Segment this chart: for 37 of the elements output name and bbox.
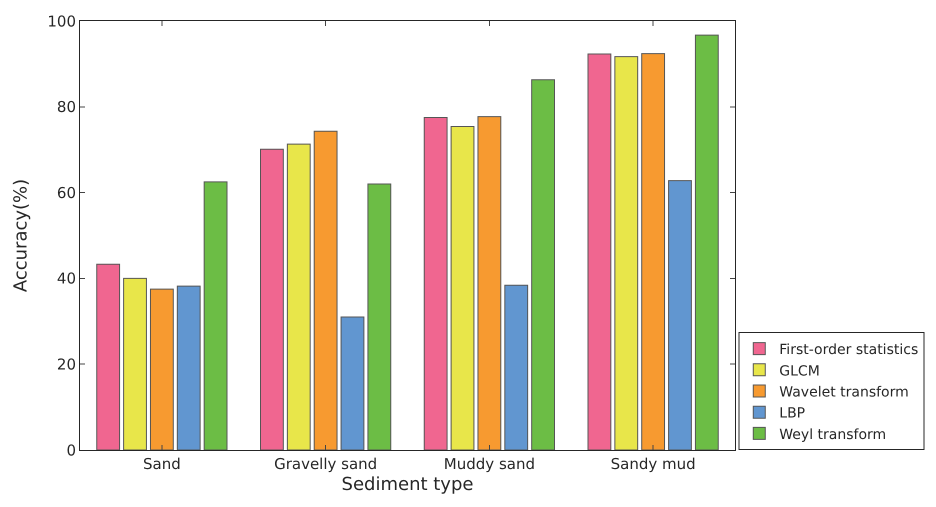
- bar: [694, 34, 719, 450]
- bar: [340, 316, 364, 450]
- bar: [204, 181, 228, 450]
- bar: [450, 126, 474, 450]
- bar: [641, 53, 666, 450]
- y-tick-label: 100: [47, 12, 76, 30]
- legend-label: First-order statistics: [779, 342, 918, 358]
- y-axis-title: Accuracy(%): [10, 178, 32, 292]
- bar: [260, 148, 284, 450]
- legend-label: Wavelet transform: [779, 384, 909, 400]
- bar: [588, 54, 612, 450]
- y-tick-label: 60: [56, 184, 76, 202]
- x-tick-label: Sand: [143, 455, 181, 473]
- bar: [123, 278, 147, 450]
- y-tick-label: 80: [56, 98, 76, 116]
- bar: [614, 56, 638, 450]
- bar: [96, 264, 120, 450]
- y-tick-label: 0: [66, 441, 76, 460]
- x-tick-label: Sandy mud: [610, 455, 696, 473]
- legend-label: Weyl transform: [779, 426, 886, 443]
- bar: [668, 180, 692, 450]
- bar: [150, 288, 174, 450]
- legend-label: GLCM: [779, 363, 820, 380]
- bar: [504, 284, 528, 450]
- x-tick-label: Muddy sand: [444, 455, 535, 473]
- x-axis-title: Sediment type: [342, 474, 474, 496]
- x-tick-label: Gravelly sand: [274, 455, 378, 473]
- legend-label: LBP: [779, 406, 806, 422]
- bar: [176, 286, 201, 450]
- bar: [424, 117, 448, 450]
- y-tick-label: 40: [56, 270, 76, 288]
- bar: [477, 116, 502, 450]
- y-tick-label: 20: [56, 355, 76, 374]
- bar: [531, 79, 555, 450]
- bar: [367, 184, 392, 450]
- bar: [286, 144, 311, 450]
- bar: [314, 130, 338, 450]
